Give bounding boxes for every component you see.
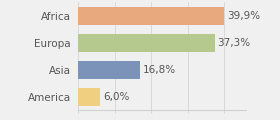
Bar <box>78 88 100 106</box>
Bar <box>78 61 140 79</box>
Text: 39,9%: 39,9% <box>227 11 260 21</box>
Text: 6,0%: 6,0% <box>103 92 130 102</box>
Text: 16,8%: 16,8% <box>143 65 176 75</box>
Bar <box>78 34 215 52</box>
Text: 37,3%: 37,3% <box>218 38 251 48</box>
Bar <box>78 7 224 25</box>
